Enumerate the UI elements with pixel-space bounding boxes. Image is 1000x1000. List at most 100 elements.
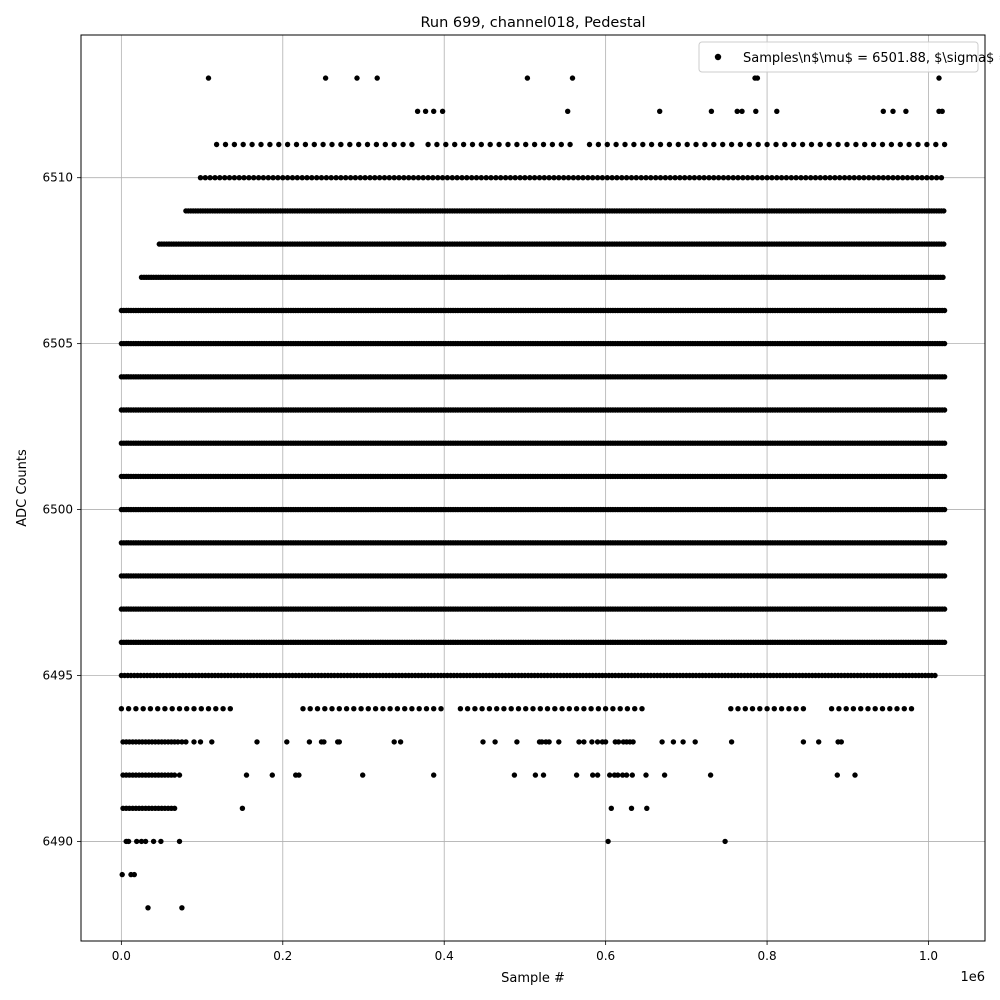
data-point <box>202 175 208 181</box>
data-point <box>628 175 635 181</box>
data-point <box>764 141 770 148</box>
data-point <box>702 141 708 148</box>
data-point <box>391 141 397 148</box>
data-point <box>374 75 380 81</box>
data-point <box>623 175 630 181</box>
data-point <box>933 175 940 181</box>
data-point <box>667 175 673 181</box>
data-point <box>226 175 233 181</box>
data-point <box>631 141 637 148</box>
data-point <box>851 175 857 181</box>
data-point <box>870 141 877 148</box>
data-point <box>841 175 848 181</box>
data-point <box>531 141 538 148</box>
data-point <box>469 141 476 148</box>
data-point <box>904 175 911 181</box>
data-point <box>565 108 571 115</box>
data-point <box>774 175 780 181</box>
data-point <box>686 175 693 181</box>
data-point <box>213 141 220 148</box>
data-point <box>633 175 639 181</box>
data-point <box>817 175 823 181</box>
data-point <box>764 175 770 181</box>
data-point <box>696 175 702 181</box>
data-point <box>929 175 935 181</box>
data-point <box>701 175 707 181</box>
data-point <box>773 141 779 148</box>
data-point <box>941 473 948 480</box>
data-point <box>493 175 499 181</box>
data-point <box>803 175 809 181</box>
data-point <box>870 175 877 181</box>
data-point <box>452 141 458 148</box>
data-point <box>691 175 698 181</box>
data-point <box>914 175 920 181</box>
data-point <box>604 141 610 148</box>
data-point <box>406 175 412 181</box>
data-point <box>822 175 828 181</box>
data-point <box>267 141 273 148</box>
data-point <box>536 175 543 181</box>
data-point <box>284 175 291 181</box>
data-point <box>514 141 520 148</box>
data-point <box>613 141 619 148</box>
data-point <box>782 141 788 148</box>
data-point <box>798 175 804 181</box>
data-point <box>938 175 945 181</box>
data-point <box>728 141 735 148</box>
data-point <box>522 175 528 181</box>
data-point <box>788 175 794 181</box>
data-point <box>565 175 572 181</box>
data-point <box>936 75 942 81</box>
data-point <box>666 141 673 148</box>
data-point <box>737 141 744 148</box>
data-point <box>251 175 257 181</box>
data-point <box>614 175 620 181</box>
data-point <box>657 108 663 115</box>
data-point <box>866 175 872 181</box>
data-point <box>812 175 819 181</box>
data-point <box>507 175 514 181</box>
data-point <box>609 175 615 181</box>
data-point <box>774 108 780 115</box>
data-point <box>249 141 255 148</box>
data-point <box>880 108 886 115</box>
data-point <box>284 141 291 148</box>
data-point <box>401 175 407 181</box>
data-point <box>270 175 276 181</box>
data-point <box>241 175 247 181</box>
data-point <box>653 175 659 181</box>
data-point <box>594 175 601 181</box>
data-point <box>434 141 440 148</box>
data-point <box>275 175 281 181</box>
data-point <box>222 141 229 148</box>
data-point <box>231 175 238 181</box>
data-point <box>478 175 484 181</box>
data-point <box>808 175 814 181</box>
data-point <box>364 141 371 148</box>
data-point <box>746 141 752 148</box>
data-point <box>622 141 628 148</box>
data-point <box>431 108 437 115</box>
data-point <box>862 141 868 148</box>
data-point <box>561 175 567 181</box>
data-point <box>940 274 946 280</box>
data-point <box>890 175 896 181</box>
data-point <box>580 175 586 181</box>
data-point <box>469 175 475 181</box>
data-point <box>304 175 310 181</box>
data-point <box>212 175 218 181</box>
data-point <box>735 175 741 181</box>
data-point <box>941 208 947 214</box>
data-point <box>483 175 489 181</box>
data-point <box>570 175 577 181</box>
data-point <box>551 175 557 181</box>
data-point <box>725 175 731 181</box>
data-point <box>546 175 552 181</box>
data-point <box>439 108 446 115</box>
data-point <box>933 141 939 148</box>
data-point <box>409 141 415 148</box>
data-point <box>856 175 862 181</box>
data-point <box>236 175 242 181</box>
